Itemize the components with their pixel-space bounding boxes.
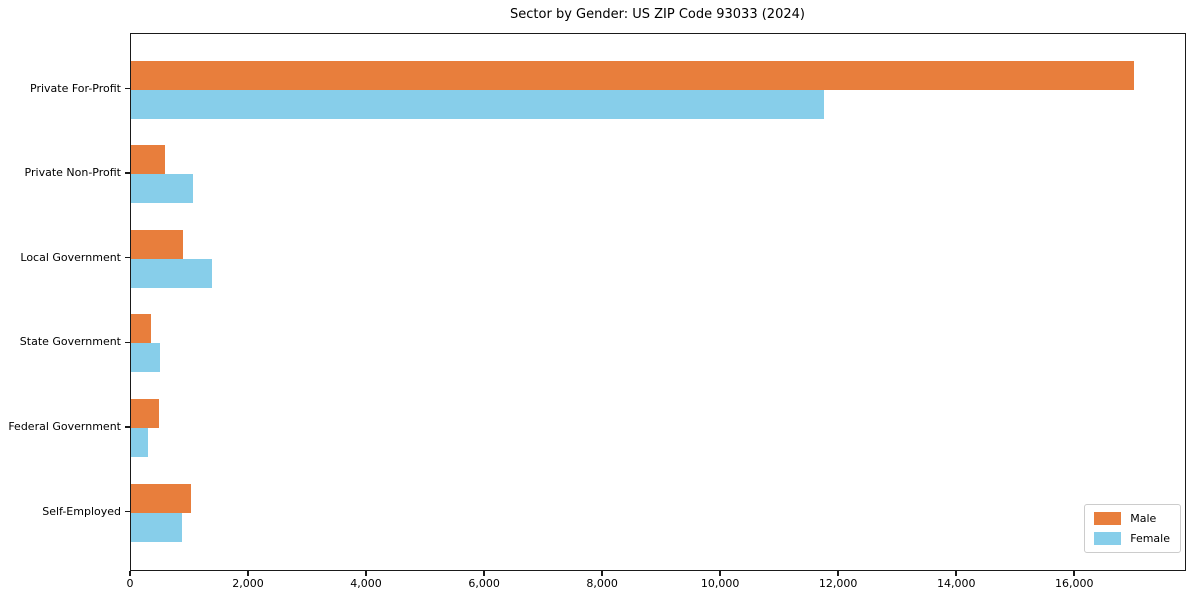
legend-entry-female: Female bbox=[1094, 532, 1170, 545]
legend-swatch-male bbox=[1094, 512, 1122, 525]
bar-male-1 bbox=[131, 60, 1135, 90]
y-tick-label: Private Non-Profit bbox=[24, 166, 121, 180]
y-tick-mark bbox=[125, 87, 130, 90]
x-tick-mark bbox=[955, 570, 957, 576]
x-tick-label: 4,000 bbox=[350, 577, 382, 590]
x-tick-label: 8,000 bbox=[586, 577, 618, 590]
x-tick-mark bbox=[129, 570, 131, 576]
x-tick-label: 6,000 bbox=[468, 577, 500, 590]
bar-female-5 bbox=[131, 427, 149, 457]
x-tick-label: 2,000 bbox=[232, 577, 264, 590]
x-tick-label: 16,000 bbox=[1054, 577, 1094, 590]
legend: Male Female bbox=[1084, 504, 1181, 553]
x-tick-mark bbox=[601, 570, 603, 576]
bar-female-1 bbox=[131, 89, 825, 119]
bar-female-4 bbox=[131, 343, 160, 373]
x-tick-mark bbox=[247, 570, 249, 576]
y-tick-label: Self-Employed bbox=[42, 504, 121, 518]
y-tick-mark bbox=[125, 256, 130, 259]
legend-label: Male bbox=[1130, 512, 1157, 525]
bar-male-5 bbox=[131, 398, 159, 428]
x-tick-mark bbox=[365, 570, 367, 576]
chart-title: Sector by Gender: US ZIP Code 93033 (202… bbox=[510, 7, 805, 22]
y-tick-label: Federal Government bbox=[8, 419, 121, 433]
bar-male-2 bbox=[131, 145, 166, 175]
plot-area: Male Female bbox=[130, 33, 1186, 571]
x-tick-label: 0 bbox=[126, 577, 134, 590]
y-tick-label: State Government bbox=[19, 335, 121, 349]
bar-female-2 bbox=[131, 174, 193, 204]
y-tick-mark bbox=[125, 426, 130, 428]
y-tick-mark bbox=[125, 341, 130, 344]
y-tick-mark bbox=[125, 510, 130, 513]
bar-male-4 bbox=[131, 314, 152, 344]
y-tick-mark bbox=[125, 172, 130, 174]
x-tick-label: 10,000 bbox=[700, 577, 740, 590]
x-tick-mark bbox=[483, 570, 485, 576]
legend-entry-male: Male bbox=[1094, 512, 1170, 525]
x-tick-mark bbox=[1073, 570, 1075, 576]
bar-female-3 bbox=[131, 258, 212, 288]
y-tick-label: Local Government bbox=[20, 250, 121, 264]
legend-swatch-female bbox=[1094, 532, 1122, 545]
x-tick-mark bbox=[719, 570, 721, 576]
bar-female-6 bbox=[131, 512, 182, 542]
x-tick-label: 12,000 bbox=[818, 577, 858, 590]
y-tick-label: Private For-Profit bbox=[30, 81, 121, 95]
bar-male-3 bbox=[131, 229, 183, 259]
x-tick-label: 14,000 bbox=[936, 577, 976, 590]
legend-label: Female bbox=[1130, 532, 1170, 545]
bar-male-6 bbox=[131, 483, 191, 513]
x-tick-mark bbox=[837, 570, 839, 576]
